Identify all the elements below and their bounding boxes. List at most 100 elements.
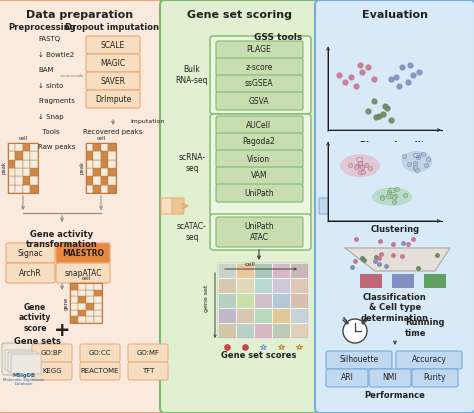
- Bar: [236, 293, 254, 308]
- Bar: [78, 316, 86, 323]
- FancyBboxPatch shape: [80, 344, 120, 362]
- FancyBboxPatch shape: [86, 90, 140, 108]
- Text: GO:CC: GO:CC: [89, 350, 111, 356]
- Bar: [272, 323, 290, 338]
- Ellipse shape: [373, 188, 411, 205]
- Bar: [236, 263, 254, 278]
- Text: scRNA-
seq: scRNA- seq: [178, 153, 206, 173]
- Bar: [101, 151, 109, 160]
- Point: [356, 160, 364, 167]
- FancyBboxPatch shape: [216, 75, 303, 93]
- Point: [387, 192, 395, 199]
- Point: [353, 83, 360, 90]
- Point: [354, 163, 361, 170]
- Point: [336, 71, 343, 78]
- Point: [383, 104, 391, 111]
- Bar: [16, 168, 23, 176]
- Bar: [94, 310, 102, 316]
- Text: +: +: [54, 320, 70, 339]
- Point: [419, 151, 427, 158]
- FancyBboxPatch shape: [172, 198, 184, 214]
- Bar: [8, 176, 16, 185]
- FancyBboxPatch shape: [86, 54, 140, 72]
- Point: [379, 110, 386, 117]
- Point: [352, 164, 359, 170]
- Text: KEGG: KEGG: [42, 368, 62, 374]
- Text: MSigDB: MSigDB: [12, 373, 36, 378]
- Point: [392, 74, 400, 80]
- Bar: [70, 283, 78, 290]
- Bar: [392, 274, 414, 288]
- Bar: [86, 283, 94, 290]
- Point: [378, 195, 385, 201]
- Point: [375, 112, 383, 119]
- Bar: [94, 297, 102, 303]
- FancyBboxPatch shape: [216, 167, 303, 185]
- Text: FASTQ: FASTQ: [38, 36, 60, 42]
- Point: [401, 191, 409, 198]
- FancyBboxPatch shape: [8, 352, 38, 372]
- Text: Tools: Tools: [38, 129, 60, 135]
- Point: [362, 161, 370, 168]
- Bar: [23, 151, 30, 160]
- Text: Recovered peaks: Recovered peaks: [83, 129, 143, 135]
- Point: [410, 71, 417, 78]
- Bar: [109, 176, 116, 185]
- FancyBboxPatch shape: [6, 243, 55, 263]
- Point: [391, 199, 398, 206]
- Point: [370, 97, 377, 104]
- Point: [356, 169, 364, 175]
- Point: [385, 188, 393, 195]
- FancyBboxPatch shape: [216, 133, 303, 151]
- Bar: [86, 310, 94, 316]
- Text: Signac: Signac: [17, 249, 43, 257]
- Text: Pagoda2: Pagoda2: [243, 138, 275, 147]
- Text: gene: gene: [64, 297, 69, 310]
- Bar: [94, 316, 102, 323]
- Bar: [254, 263, 272, 278]
- Bar: [23, 185, 30, 193]
- Bar: [93, 176, 101, 185]
- Point: [415, 69, 423, 75]
- Bar: [236, 323, 254, 338]
- Text: DrImpute: DrImpute: [95, 95, 131, 104]
- Text: scATAC-
seq: scATAC- seq: [177, 222, 207, 242]
- Bar: [70, 310, 78, 316]
- Text: ArchR: ArchR: [18, 268, 41, 278]
- Bar: [86, 151, 93, 160]
- Bar: [101, 185, 109, 193]
- Bar: [86, 143, 116, 193]
- Bar: [78, 310, 86, 316]
- Point: [392, 193, 399, 199]
- Text: GO:MF: GO:MF: [137, 350, 159, 356]
- Bar: [16, 151, 23, 160]
- Point: [341, 78, 349, 85]
- Bar: [218, 323, 236, 338]
- Bar: [86, 303, 94, 310]
- Text: MAGIC: MAGIC: [100, 59, 126, 67]
- Text: Bulk
RNA-seq: Bulk RNA-seq: [176, 65, 208, 85]
- FancyBboxPatch shape: [396, 351, 462, 369]
- FancyBboxPatch shape: [86, 36, 140, 54]
- Text: peak: peak: [80, 161, 84, 175]
- Text: C3: C3: [388, 188, 397, 194]
- Bar: [94, 303, 102, 310]
- Text: Fragments: Fragments: [38, 98, 75, 104]
- Bar: [101, 176, 109, 185]
- Text: ↓ sinto: ↓ sinto: [38, 83, 63, 88]
- Bar: [8, 143, 16, 151]
- FancyBboxPatch shape: [210, 214, 311, 250]
- Text: GSS tools: GSS tools: [254, 33, 302, 41]
- Text: C1: C1: [356, 157, 365, 163]
- Bar: [290, 293, 308, 308]
- Text: cell: cell: [82, 275, 91, 280]
- FancyBboxPatch shape: [56, 263, 110, 283]
- Text: Accuracy: Accuracy: [411, 356, 447, 365]
- Text: peak: peak: [1, 161, 7, 175]
- Text: BAM: BAM: [38, 67, 54, 73]
- Bar: [16, 160, 23, 168]
- Text: Molecular Signatures
Database: Molecular Signatures Database: [3, 378, 45, 386]
- Bar: [70, 283, 102, 323]
- Point: [346, 162, 354, 169]
- Bar: [109, 143, 116, 151]
